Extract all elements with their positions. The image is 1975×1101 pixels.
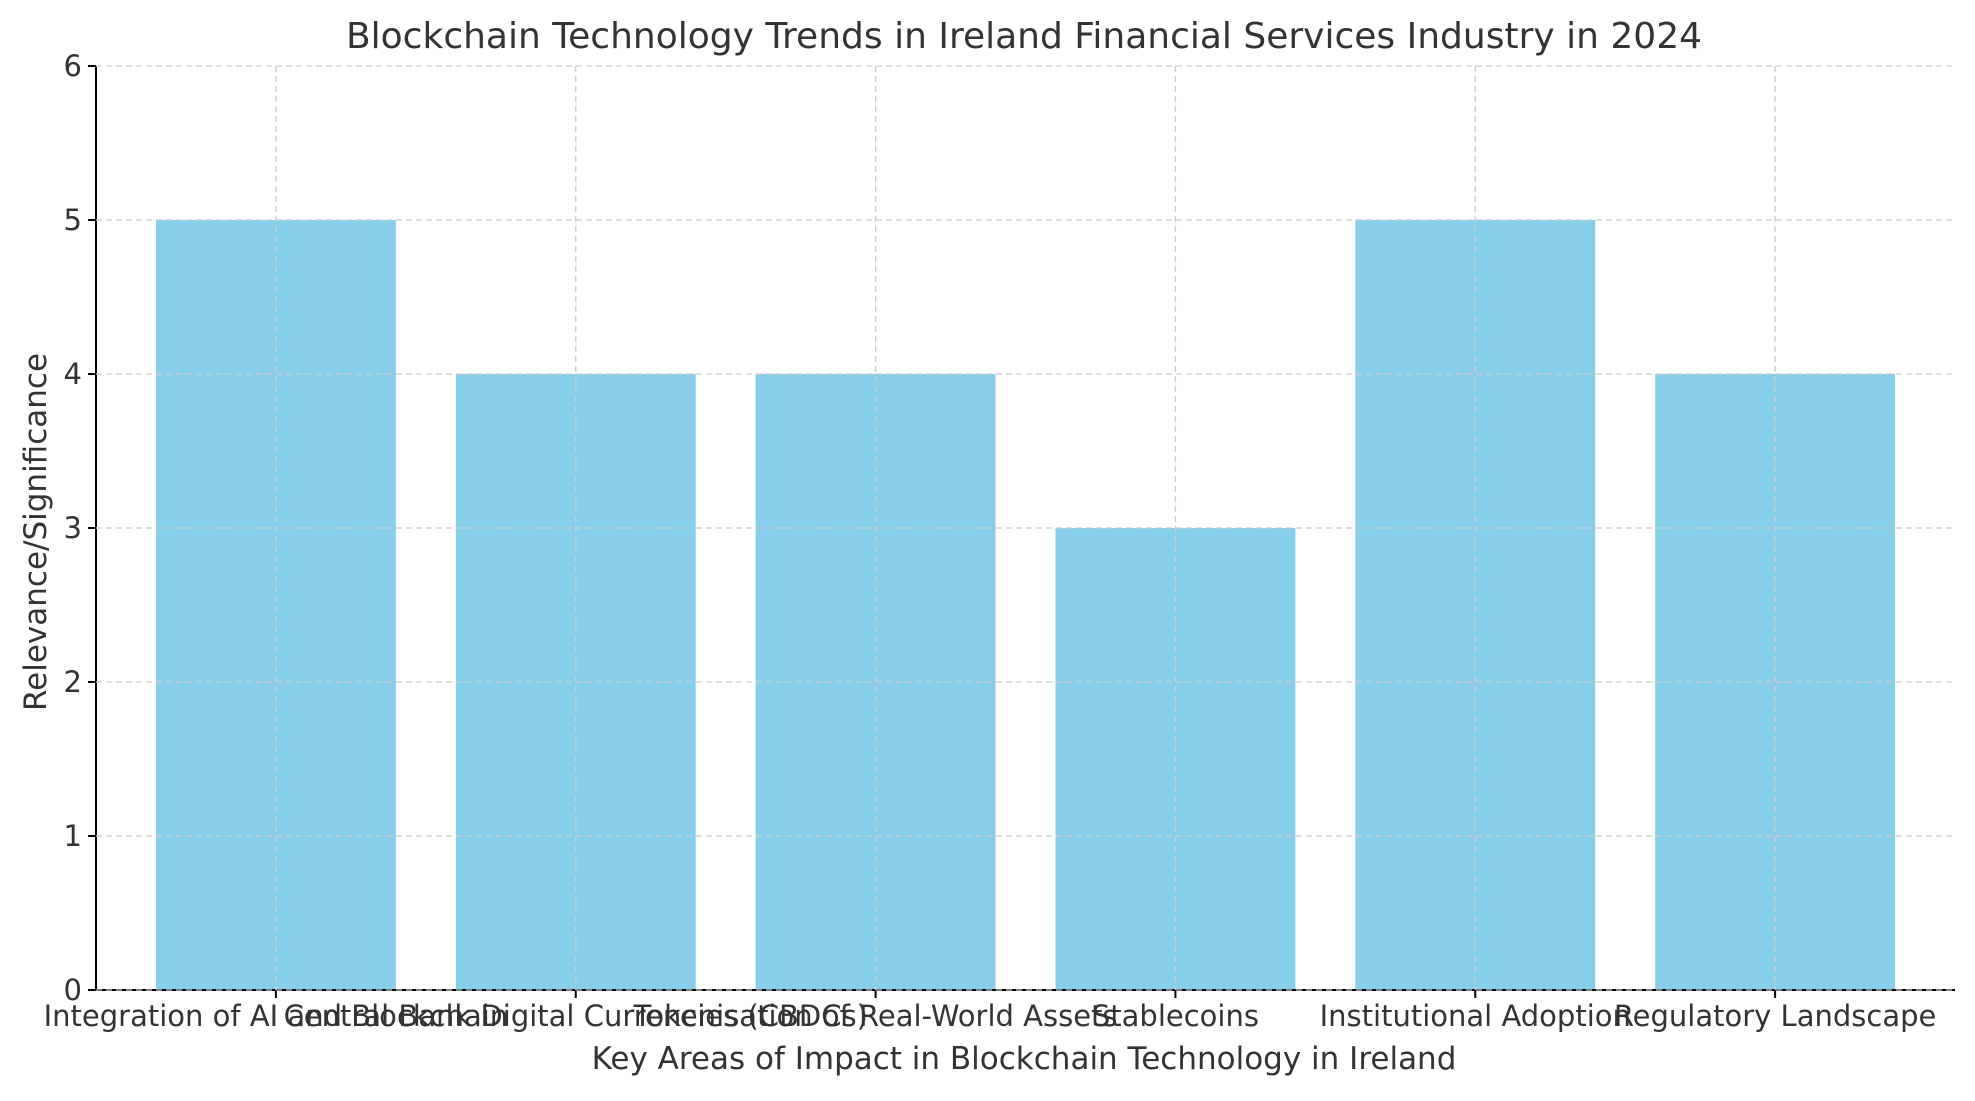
y-axis-label: Relevance/Significance [18, 353, 54, 711]
ticks-layer: 0 1 2 3 4 5 6 Integration of AI and BlockchainC… [44, 49, 1937, 1033]
x-tick-label: Institutional Adoption [1320, 999, 1631, 1033]
y-tick-label: 3 [64, 511, 82, 545]
y-tick-label: 5 [64, 203, 82, 237]
y-tick-label: 4 [64, 357, 82, 391]
grid-layer [96, 65, 1955, 991]
y-tick-label: 2 [64, 665, 82, 699]
x-axis-label: Key Areas of Impact in Blockchain Techno… [592, 1041, 1457, 1077]
chart-title: Blockchain Technology Trends in Ireland … [346, 16, 1702, 57]
bar [1355, 220, 1596, 990]
x-tick-label: Stablecoins [1092, 999, 1259, 1033]
x-tick-label: Integration of AI and Blockchain [44, 999, 509, 1033]
y-tick-label: 0 [64, 973, 82, 1007]
bars-layer [155, 220, 1896, 990]
x-tick-label: Regulatory Landscape [1614, 999, 1937, 1033]
bar [155, 220, 396, 990]
x-tick-label: Tokenisation of Real-World Assets [633, 999, 1118, 1033]
x-tick-label: Central Bank Digital Currencies (CBDCs) [284, 999, 868, 1033]
y-tick-label: 6 [64, 49, 82, 83]
y-tick-label: 1 [64, 819, 82, 853]
